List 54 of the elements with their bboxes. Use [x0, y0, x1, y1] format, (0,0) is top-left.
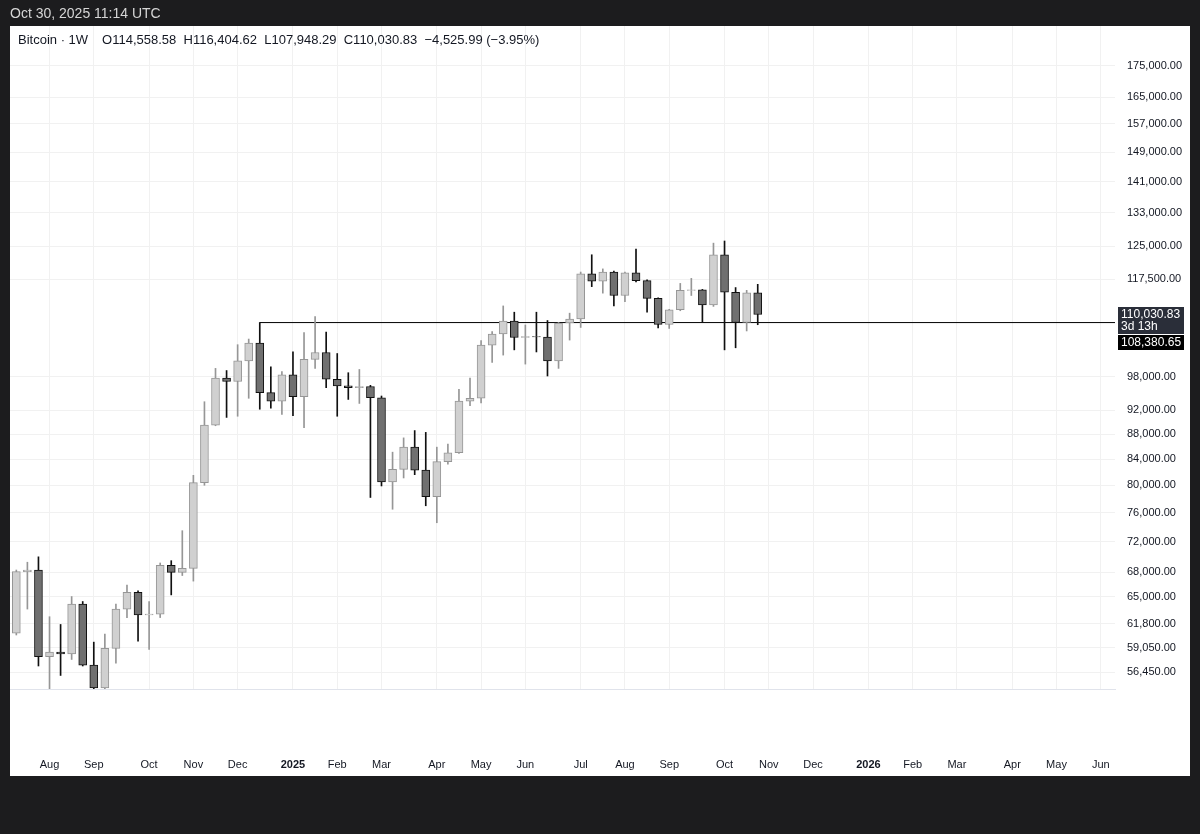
candlestick [310, 316, 320, 369]
y-tick-label: 76,000.00 [1127, 505, 1176, 518]
x-tick-label: May [470, 757, 492, 770]
x-tick-label: Mar [372, 757, 392, 770]
x-tick-label: Jun [1091, 757, 1110, 770]
y-tick-label: 72,000.00 [1127, 534, 1176, 547]
candlestick [144, 601, 154, 650]
y-tick-label: 125,000.00 [1127, 239, 1183, 252]
annotation: 108,380.65 [1121, 334, 1182, 349]
text: Oct 30, 2025 11:14 UTC [10, 5, 161, 21]
y-tick-label: 149,000.00 [1127, 145, 1183, 158]
candlestick [343, 372, 353, 400]
y-tick-label: 165,000.00 [1127, 90, 1183, 103]
text: 110,030.83 3d 13h [1121, 306, 1181, 333]
x-tick-label: Mar [947, 757, 967, 770]
x-tick-label: 2026 [856, 757, 881, 770]
y-tick-label: 141,000.00 [1127, 174, 1183, 187]
y-tick-label: 65,000.00 [1127, 589, 1176, 602]
y-tick-label: 80,000.00 [1127, 478, 1176, 491]
y-tick-label: 56,450.00 [1127, 665, 1176, 678]
x-tick-label: 2025 [280, 757, 306, 770]
x-tick-label: Aug [615, 757, 635, 770]
candlestick [332, 353, 342, 417]
x-tick-label: Nov [183, 757, 204, 770]
text: O114,558.58 H116,404.62 L107,948.29 C110,030.83 −4,525.99 (−3.95%) [102, 31, 540, 47]
x-tick-label: Jul [573, 757, 588, 770]
y-tick-label: 88,000.00 [1127, 427, 1176, 440]
x-tick-label: Feb [903, 757, 923, 770]
x-tick-label: Dec [803, 757, 824, 770]
y-tick-label: 157,000.00 [1127, 117, 1183, 130]
y-tick-label: 98,000.00 [1127, 369, 1176, 382]
x-tick-label: Aug [39, 757, 60, 770]
text: Bitcoin · 1W [18, 31, 89, 47]
y-tick-label: 92,000.00 [1127, 403, 1176, 416]
x-tick-label: Sep [659, 757, 679, 770]
y-tick-label: 68,000.00 [1127, 565, 1176, 578]
x-tick-label: Feb [327, 757, 347, 770]
y-tick-label: 61,800.00 [1127, 616, 1176, 629]
candlestick [177, 530, 187, 576]
x-tick-label: Apr [428, 757, 446, 770]
y-tick-label: 133,000.00 [1127, 205, 1183, 218]
y-tick-label: 84,000.00 [1127, 452, 1176, 465]
x-tick-label: Dec [227, 757, 248, 770]
x-tick-label: Jun [516, 757, 535, 770]
x-tick-label: May [1046, 757, 1068, 770]
candlestick [166, 560, 176, 596]
x-tick-label: Sep [83, 757, 104, 770]
x-tick-label: Nov [759, 757, 780, 770]
x-tick-label: Oct [140, 757, 158, 770]
x-tick-label: Oct [715, 757, 734, 770]
y-tick-label: 175,000.00 [1127, 58, 1183, 71]
y-tick-label: 59,050.00 [1127, 641, 1176, 654]
x-tick-label: Apr [1003, 757, 1022, 770]
y-tick-label: 117,500.00 [1127, 272, 1182, 285]
